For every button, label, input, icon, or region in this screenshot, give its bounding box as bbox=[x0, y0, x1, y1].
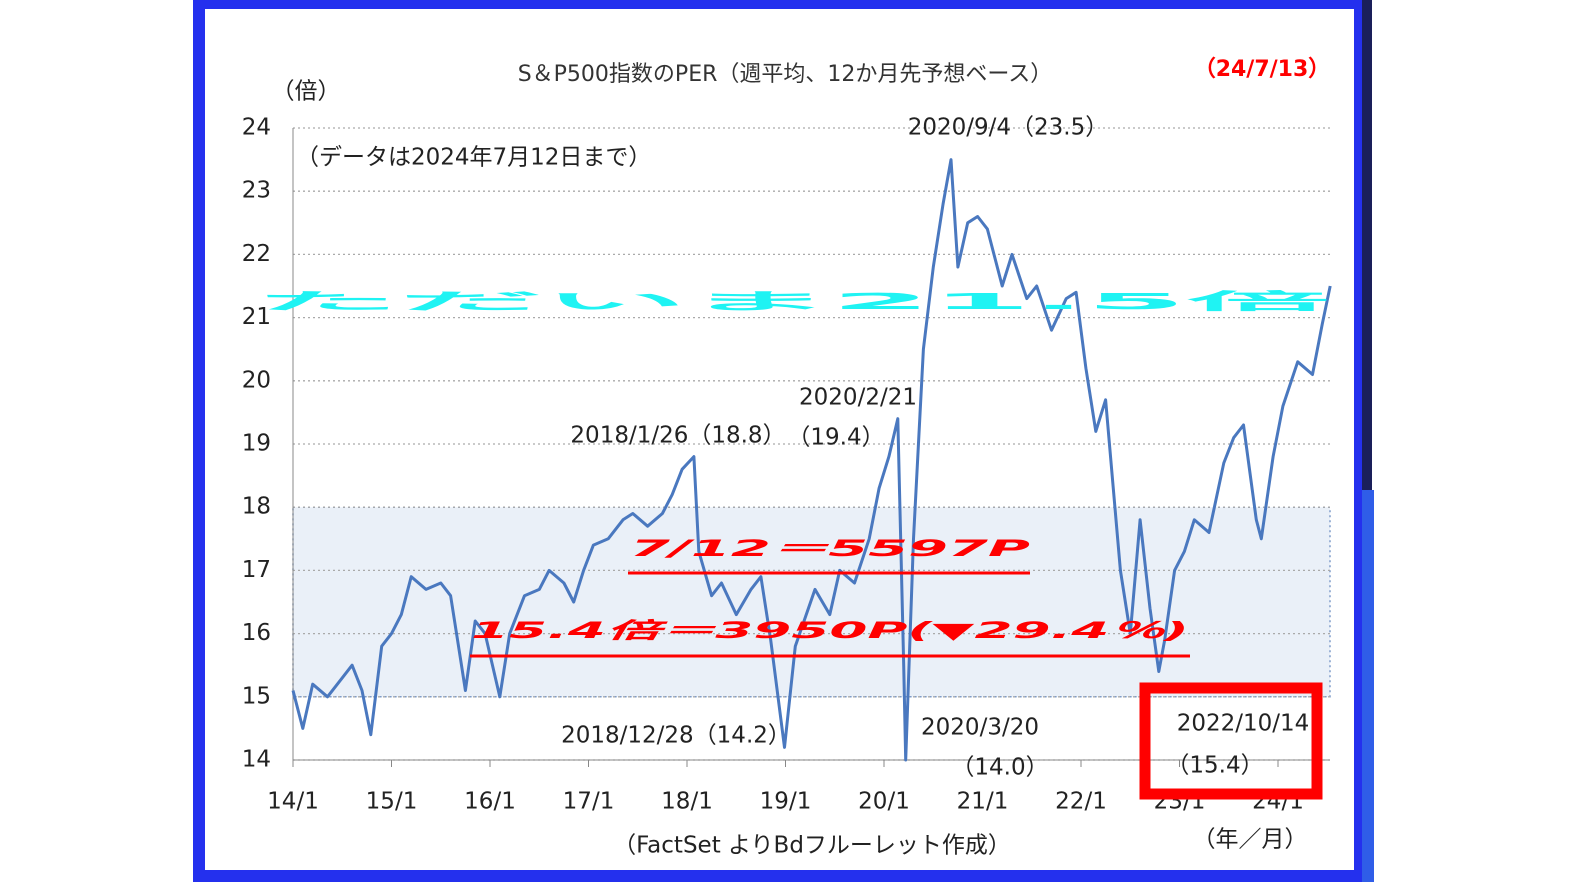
y-tick-label: 22 bbox=[242, 241, 271, 267]
x-tick-label: 19/1 bbox=[760, 789, 812, 815]
y-tick-label: 18 bbox=[242, 494, 271, 520]
y-tick-label: 15 bbox=[242, 683, 271, 709]
x-tick-label: 18/1 bbox=[661, 789, 713, 815]
frame-edge bbox=[1362, 490, 1374, 882]
annotation: （14.0） bbox=[951, 755, 1048, 781]
x-tick-label: 17/1 bbox=[563, 789, 615, 815]
x-unit: （年／月） bbox=[1193, 827, 1308, 853]
y-tick-label: 17 bbox=[242, 557, 271, 583]
plot: 14 15 16 17 18 19 20 21 22 23 24 14/1 15/1 16/1 17/1 18… bbox=[242, 115, 1332, 815]
annotation: （19.4） bbox=[787, 425, 884, 451]
callout: 7/12＝5597P bbox=[630, 537, 1030, 562]
y-tick-label: 24 bbox=[242, 115, 271, 141]
y-tick-label: 19 bbox=[242, 431, 271, 457]
note: （データは2024年7月12日まで） bbox=[296, 145, 651, 171]
x-tick-label: 22/1 bbox=[1055, 789, 1107, 815]
x-tick-label: 14/1 bbox=[267, 789, 319, 815]
chart-title: S＆P500指数のPER（週平均、12か月先予想ベース） bbox=[518, 62, 1053, 87]
headline: ただいま21.5倍 bbox=[255, 289, 1330, 315]
y-tick-label: 20 bbox=[242, 367, 271, 393]
annotation: 2020/3/20 bbox=[921, 715, 1039, 741]
source: （FactSet よりBdフルーレット作成） bbox=[613, 833, 1011, 859]
x-tick-label: 15/1 bbox=[366, 789, 418, 815]
y-tick-label: 21 bbox=[242, 304, 271, 330]
annotation: 2018/1/26（18.8） bbox=[570, 423, 785, 449]
annotation: 2020/9/4（23.5） bbox=[908, 115, 1109, 141]
y-tick-label: 14 bbox=[242, 747, 271, 773]
x-tick-label: 16/1 bbox=[464, 789, 516, 815]
annotation: 2020/2/21 bbox=[799, 385, 917, 411]
annotation: 2022/10/14 bbox=[1177, 711, 1310, 737]
annotation: 2018/12/28（14.2） bbox=[561, 723, 791, 749]
data-line bbox=[291, 158, 1332, 762]
y-tick-label: 23 bbox=[242, 178, 271, 204]
y-unit: （倍） bbox=[272, 79, 341, 105]
frame bbox=[193, 0, 1366, 882]
frame-edge bbox=[1362, 0, 1372, 882]
x-tick-label: 20/1 bbox=[858, 789, 910, 815]
callout: 15.4倍＝3950P(▼29.4％) bbox=[471, 618, 1189, 644]
highlight-box bbox=[1139, 682, 1323, 800]
date-label: （24/7/13） bbox=[1194, 57, 1331, 82]
x-tick-label: 21/1 bbox=[957, 789, 1009, 815]
y-tick-label: 16 bbox=[242, 620, 271, 646]
annotation: （15.4） bbox=[1166, 753, 1263, 779]
